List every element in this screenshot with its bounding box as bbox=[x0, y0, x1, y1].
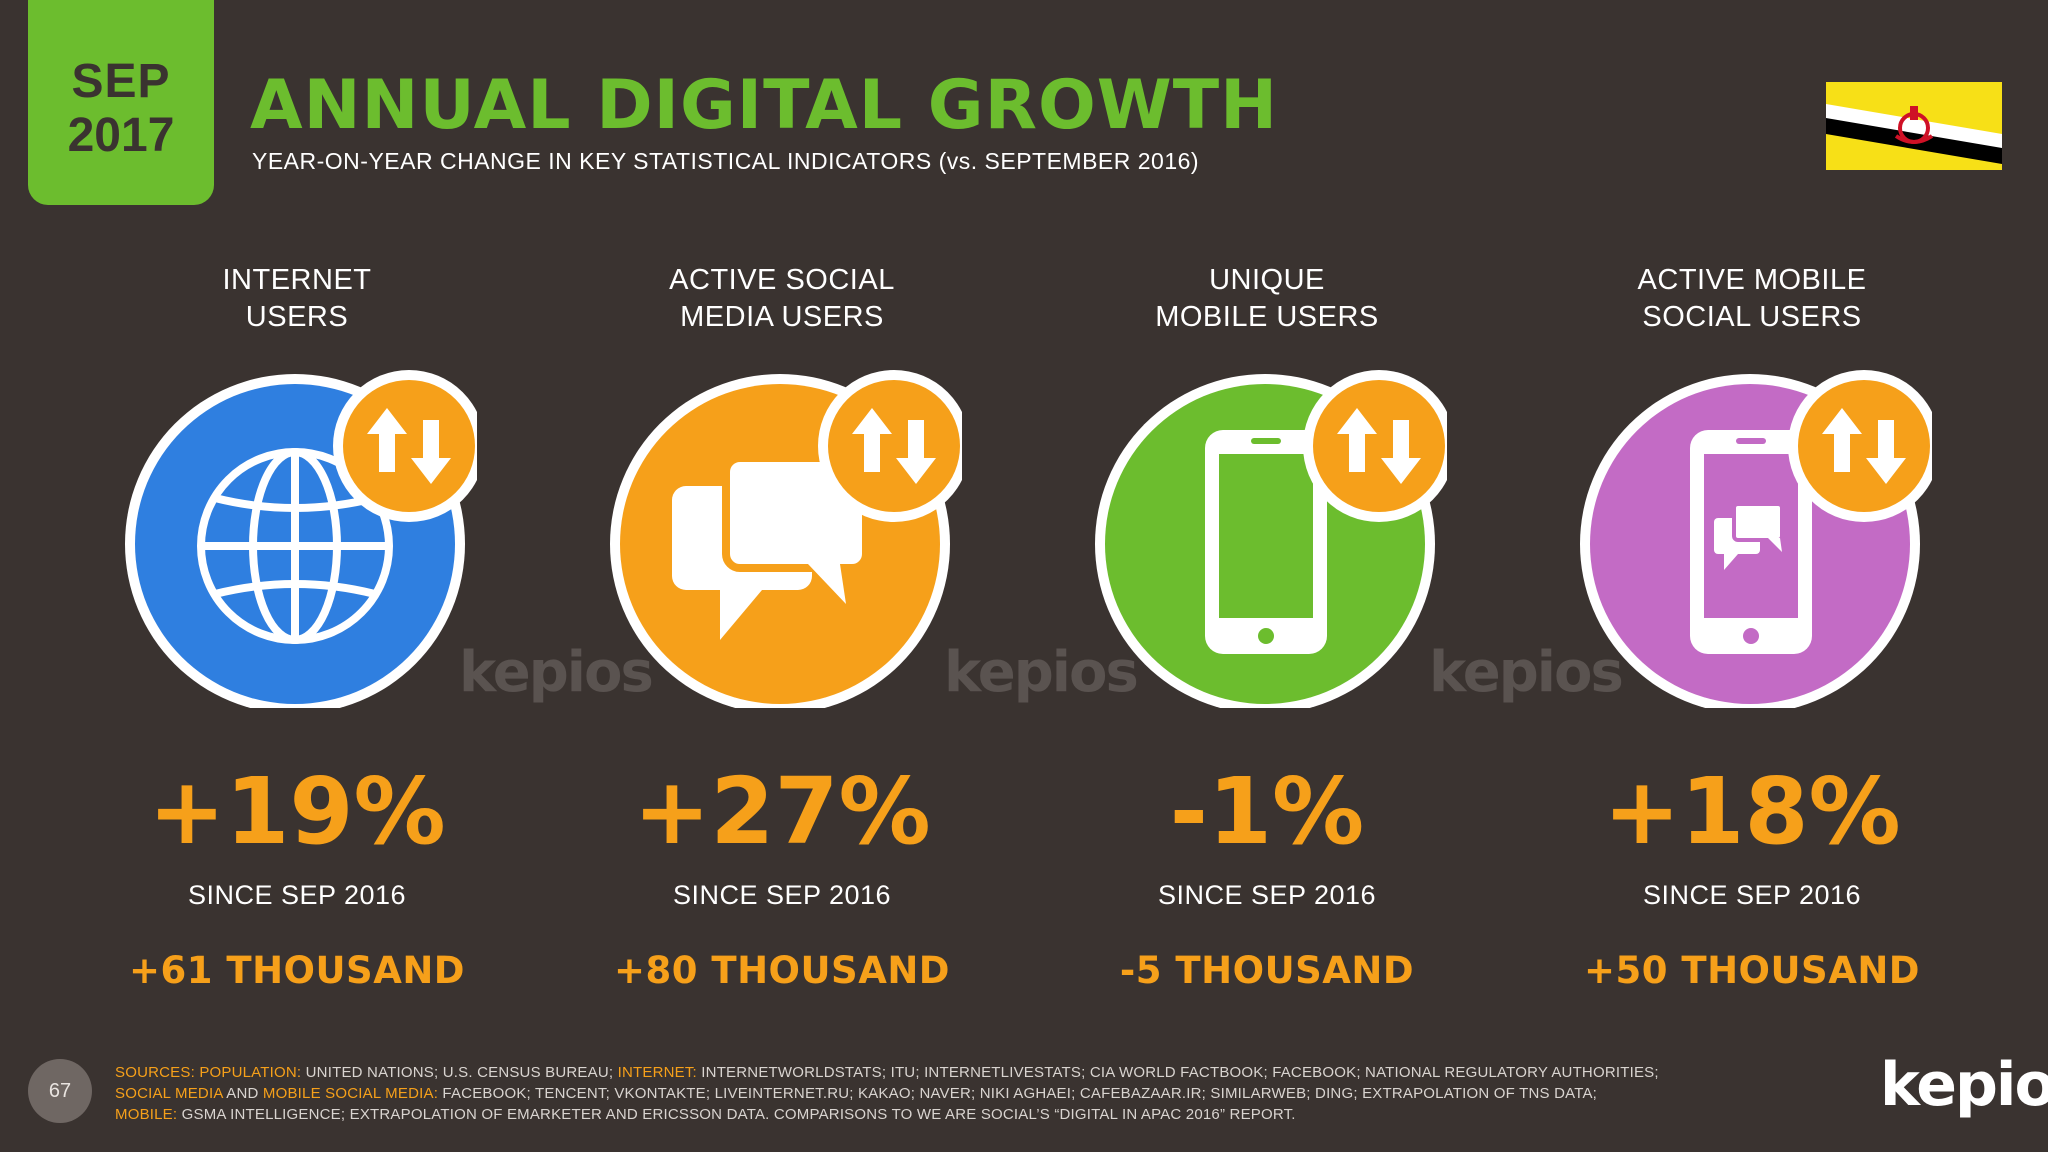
stat-absolute: -5 THOUSAND bbox=[1119, 949, 1415, 992]
date-year: 2017 bbox=[67, 108, 175, 162]
stat-since: SINCE SEP 2016 bbox=[187, 880, 407, 910]
up-down-arrows-icon bbox=[818, 370, 962, 522]
stat-absolute: +61 THOUSAND bbox=[128, 949, 466, 992]
mobile-phone-icon bbox=[1205, 430, 1327, 654]
date-month: SEP bbox=[71, 54, 171, 108]
watermark: kepios bbox=[1429, 640, 1624, 705]
stat-label: INTERNET USERS bbox=[222, 264, 372, 333]
stat-label: ACTIVE SOCIAL MEDIA USERS bbox=[669, 264, 895, 333]
stat-icon-wrap: kepios bbox=[117, 368, 654, 708]
page-title: ANNUAL DIGITAL GROWTH bbox=[250, 66, 1279, 145]
stat-label: ACTIVE MOBILE SOCIAL USERS bbox=[1637, 264, 1867, 333]
page-subtitle: YEAR-ON-YEAR CHANGE IN KEY STATISTICAL I… bbox=[252, 148, 1200, 174]
stat-absolute: +50 THOUSAND bbox=[1583, 949, 1921, 992]
date-badge: SEP 2017 bbox=[28, 0, 214, 205]
brunei-flag-icon bbox=[1826, 82, 2002, 170]
globe-icon bbox=[197, 448, 393, 644]
mobile-chat-icon bbox=[1690, 430, 1812, 654]
stat-unique-mobile-users: UNIQUE MOBILE USERS kepios -1% SINCE SEP … bbox=[1027, 262, 1624, 992]
watermark: kepios bbox=[459, 640, 654, 705]
up-down-arrows-icon bbox=[333, 370, 477, 522]
up-down-arrows-icon bbox=[1788, 370, 1932, 522]
up-down-arrows-icon bbox=[1303, 370, 1447, 522]
stat-icon-wrap: kepios bbox=[1087, 368, 1624, 708]
stat-percent: +27% bbox=[633, 758, 931, 865]
stat-active-mobile-social-users: ACTIVE MOBILE SOCIAL USERS +18 bbox=[1512, 262, 1992, 992]
stat-percent: +18% bbox=[1603, 758, 1901, 865]
stat-percent: -1% bbox=[1169, 758, 1365, 865]
stat-internet-users: INTERNET USERS kepios +19% SINCE SEP 2016 bbox=[57, 262, 654, 992]
stat-since: SINCE SEP 2016 bbox=[672, 880, 892, 910]
stat-label: UNIQUE MOBILE USERS bbox=[1155, 264, 1379, 333]
speech-bubbles-icon bbox=[672, 454, 870, 640]
stat-absolute: +80 THOUSAND bbox=[613, 949, 951, 992]
page-number: 67 bbox=[28, 1059, 92, 1123]
stat-active-social-media-users: ACTIVE SOCIAL MEDIA USERS kepios +27% SIN… bbox=[542, 262, 1139, 992]
stat-icon-wrap: kepios bbox=[602, 368, 1139, 708]
stat-since: SINCE SEP 2016 bbox=[1157, 880, 1377, 910]
watermark: kepios bbox=[944, 640, 1139, 705]
stat-icon-wrap bbox=[1572, 368, 1932, 708]
stat-percent: +19% bbox=[148, 758, 446, 865]
stat-since: SINCE SEP 2016 bbox=[1642, 880, 1862, 910]
kepios-logo: kepios bbox=[1880, 1050, 2048, 1120]
sources-text: SOURCES: POPULATION: UNITED NATIONS; U.S… bbox=[115, 1064, 1659, 1123]
